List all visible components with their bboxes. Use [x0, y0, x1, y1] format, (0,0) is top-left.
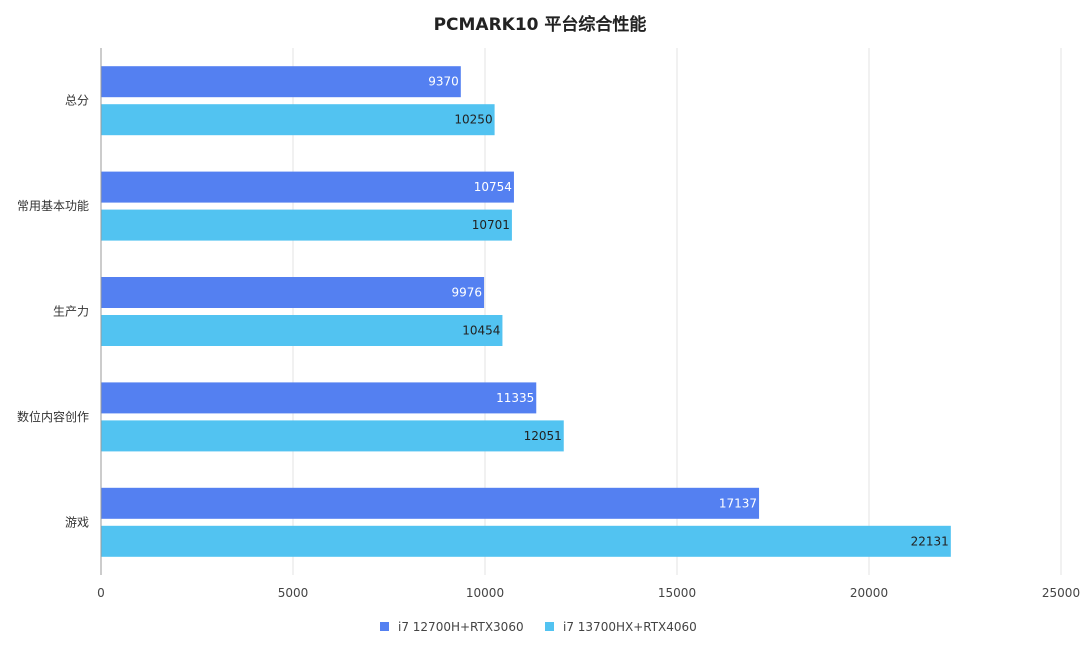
bar	[101, 487, 760, 519]
bar-value-label: 11335	[496, 391, 534, 405]
bar	[101, 315, 503, 346]
bar-value-label: 10454	[462, 324, 500, 338]
category-label: 生产力	[53, 305, 89, 319]
legend-swatch	[380, 622, 389, 631]
legend-swatch	[545, 622, 554, 631]
bar	[101, 277, 485, 308]
bar-value-label: 22131	[911, 534, 949, 548]
bar	[101, 104, 495, 136]
x-tick-label: 15000	[658, 586, 696, 600]
x-tick-label: 10000	[466, 586, 504, 600]
category-label: 数位内容创作	[17, 409, 89, 424]
bar-value-label: 10754	[474, 180, 512, 194]
bar	[101, 171, 514, 203]
category-label: 常用基本功能	[17, 199, 89, 213]
bar	[101, 382, 537, 414]
x-tick-label: 0	[97, 586, 105, 600]
bar-value-label: 12051	[524, 429, 562, 443]
bar	[101, 525, 951, 557]
bar	[101, 209, 512, 241]
chart-title: PCMARK10 平台综合性能	[434, 14, 647, 35]
x-tick-label: 5000	[278, 586, 309, 600]
bar-value-label: 10250	[454, 113, 492, 127]
bar-value-label: 17137	[719, 496, 757, 510]
legend-label: i7 12700H+RTX3060	[398, 620, 524, 634]
legend: i7 12700H+RTX3060 i7 13700HX+RTX4060	[380, 620, 697, 634]
legend-label: i7 13700HX+RTX4060	[563, 620, 697, 634]
category-label: 游戏	[65, 515, 89, 529]
bars: 9370 10250 10754 10701 9976 10454 11335 12051 17…	[101, 66, 951, 557]
grid-lines	[292, 48, 1062, 575]
bar-value-label: 10701	[472, 218, 510, 232]
bar	[101, 66, 461, 98]
x-tick-label: 25000	[1042, 586, 1080, 600]
x-axis-ticks: 0 5000 10000 15000 20000 25000	[97, 586, 1080, 600]
bar-value-label: 9976	[452, 286, 483, 300]
bar	[101, 420, 564, 452]
x-tick-label: 20000	[850, 586, 888, 600]
bar-value-label: 9370	[428, 75, 459, 89]
category-label: 总分	[65, 94, 89, 108]
